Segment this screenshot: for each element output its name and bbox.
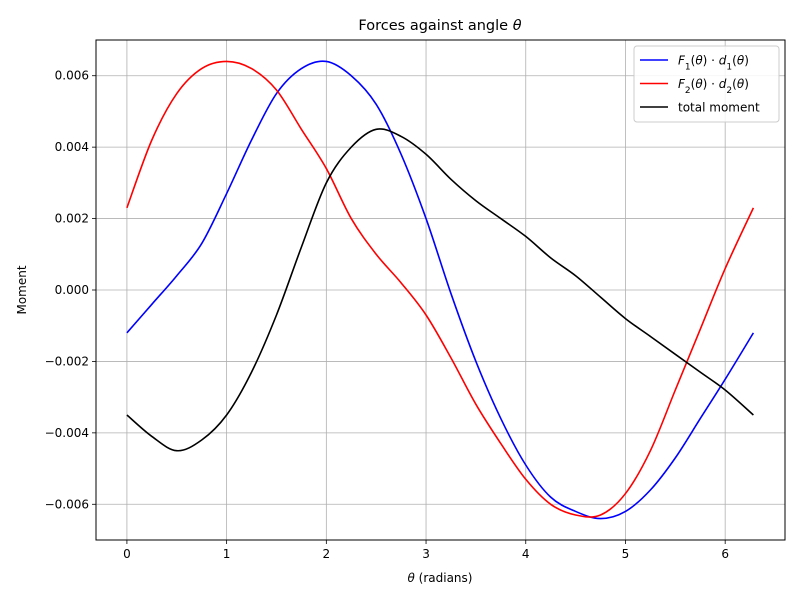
x-tick-label: 2 <box>323 547 331 561</box>
x-tick-label: 4 <box>522 547 530 561</box>
y-tick-label: 0.000 <box>55 283 89 297</box>
y-tick-label: −0.004 <box>45 426 89 440</box>
y-tick-label: 0.006 <box>55 69 89 83</box>
x-axis-label-symbol: θ <box>408 571 416 585</box>
y-axis-label: Moment <box>15 265 29 314</box>
legend-box <box>633 45 780 123</box>
x-tick-label: 5 <box>622 547 630 561</box>
y-tick-label: 0.004 <box>55 140 89 154</box>
title-prefix: Forces against angle <box>358 18 512 34</box>
legend-entry-f2-d2: F2(θ) · d2(θ) <box>640 77 749 96</box>
y-tick-label: −0.002 <box>45 354 89 368</box>
x-tick-label: 1 <box>223 547 231 561</box>
y-tick-label: 0.002 <box>55 212 89 226</box>
legend-label: total moment <box>678 101 760 115</box>
series-line-f2-d2 <box>126 60 755 518</box>
x-axis-label: θ (radians) <box>408 571 473 585</box>
x-axis-label-suffix: (radians) <box>415 571 473 585</box>
series-line-f1-d1 <box>126 60 755 520</box>
title-symbol: θ <box>513 18 522 34</box>
x-tick-label: 6 <box>721 547 729 561</box>
legend: F1(θ) · d1(θ) F2(θ) · d2(θ) total moment <box>633 45 780 123</box>
x-tick-label: 0 <box>123 547 131 561</box>
legend-entry-f1-d1: F1(θ) · d1(θ) <box>640 54 749 73</box>
tick-layer: 0 1 2 3 4 5 6 −0.006 −0.004 −0.002 0.000 0.002 0.004… <box>45 69 729 561</box>
chart-title: Forces against angle θ <box>358 18 521 34</box>
series-line-total-moment <box>126 128 754 452</box>
x-tick-label: 3 <box>422 547 430 561</box>
legend-label: F1(θ) · d1(θ) <box>678 54 749 73</box>
y-tick-label: −0.006 <box>45 497 89 511</box>
series-layer <box>126 60 755 520</box>
legend-label: F2(θ) · d2(θ) <box>678 77 749 96</box>
legend-entry-total-moment: total moment <box>640 101 760 115</box>
